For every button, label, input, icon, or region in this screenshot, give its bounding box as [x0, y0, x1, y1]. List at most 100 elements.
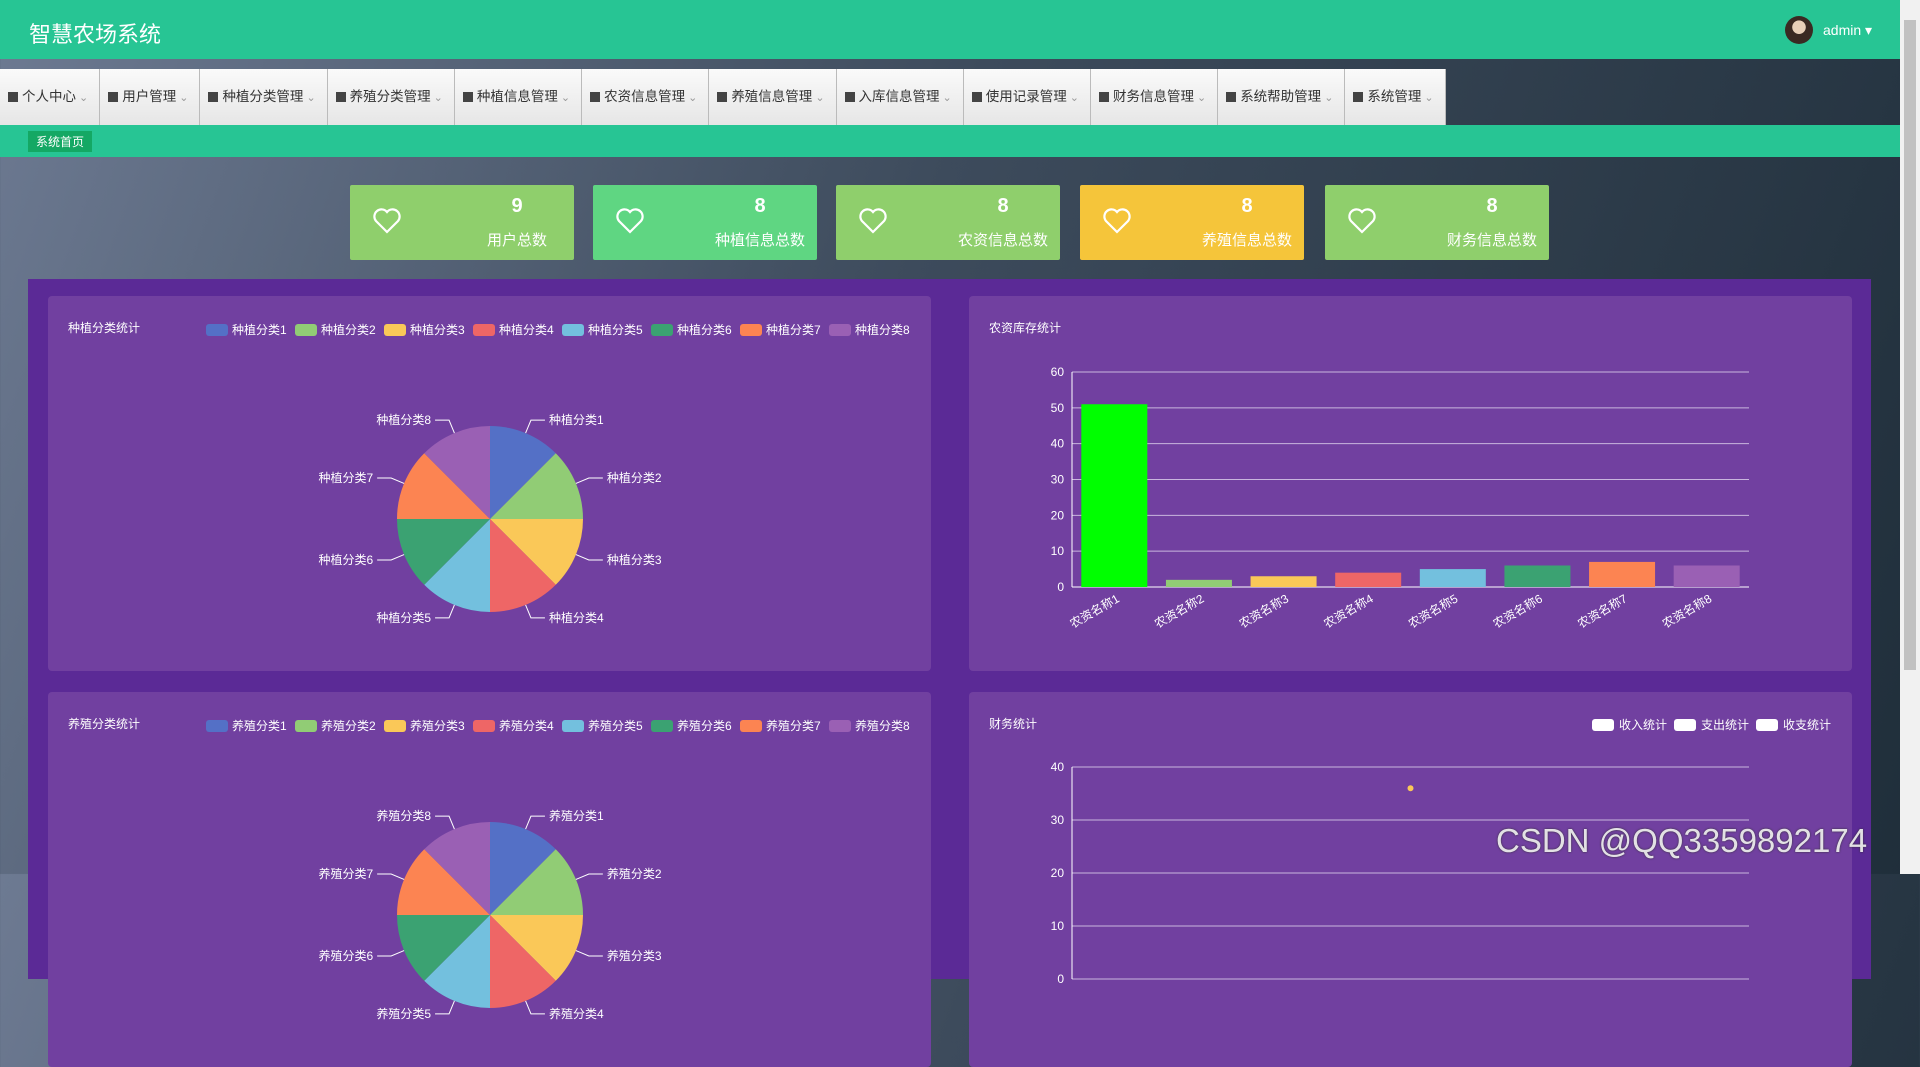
nav-item[interactable]: 用户管理 [100, 69, 201, 125]
nav-item[interactable]: 系统帮助管理 [1218, 69, 1346, 125]
legend-swatch[interactable] [651, 720, 673, 732]
stat-label: 农资信息总数 [957, 232, 1048, 249]
nav-item[interactable]: 农资信息管理 [582, 69, 710, 125]
chart: 农资库存统计 0 10 20 30 40 50 60 农资名称1 农资名称2 农资名称3 农资名称4 农… [989, 320, 1749, 631]
legend-swatch[interactable] [295, 720, 317, 732]
legend-swatch[interactable] [829, 324, 851, 336]
legend-label[interactable]: 支出统计 [1701, 718, 1749, 732]
slice-label: 种植分类6 [318, 552, 373, 567]
stat-card[interactable]: 8 农资信息总数 [836, 185, 1060, 260]
y-tick-label: 20 [1051, 866, 1065, 880]
y-tick-label: 0 [1057, 972, 1064, 986]
stat-label: 种植信息总数 [714, 232, 805, 249]
legend-swatch[interactable] [384, 720, 406, 732]
stat-card[interactable]: 8 财务信息总数 [1325, 185, 1549, 260]
legend-label[interactable]: 养殖分类5 [588, 718, 643, 733]
nav-bar: 个人中心用户管理种植分类管理养殖分类管理种植信息管理农资信息管理养殖信息管理入库… [0, 69, 1446, 125]
legend-label[interactable]: 养殖分类7 [766, 718, 821, 733]
legend-swatch[interactable] [562, 324, 584, 336]
legend-label[interactable]: 养殖分类8 [855, 718, 910, 733]
x-tick-label: 农资名称5 [1405, 590, 1460, 630]
y-tick-label: 0 [1057, 580, 1064, 594]
legend-swatch[interactable] [473, 720, 495, 732]
x-tick-label: 农资名称6 [1490, 590, 1545, 630]
stat-card[interactable]: 8 种植信息总数 [593, 185, 817, 260]
chart-title: 农资库存统计 [989, 320, 1061, 335]
point [1407, 785, 1414, 792]
legend-swatch[interactable] [740, 324, 762, 336]
nav-item[interactable]: 养殖分类管理 [327, 69, 455, 125]
nav-item[interactable]: 种植信息管理 [454, 69, 583, 125]
legend-swatch[interactable] [740, 720, 762, 732]
slice-label: 种植分类8 [376, 412, 431, 427]
legend-swatch[interactable] [651, 324, 673, 336]
label-line [525, 815, 545, 830]
label-line [575, 554, 603, 561]
y-tick-label: 30 [1051, 473, 1065, 487]
legend-swatch[interactable] [384, 324, 406, 336]
legend-label[interactable]: 养殖分类1 [232, 718, 287, 733]
scrollbar[interactable] [1900, 0, 1920, 874]
nav-item[interactable]: 财务信息管理 [1090, 69, 1219, 125]
legend-swatch[interactable] [1674, 719, 1696, 731]
legend-label[interactable]: 种植分类2 [321, 322, 376, 337]
legend-label[interactable]: 养殖分类3 [410, 718, 465, 733]
tab-strip: 系统首页 [0, 125, 1900, 157]
legend-swatch[interactable] [206, 720, 228, 732]
legend-label[interactable]: 养殖分类2 [321, 718, 376, 733]
stat-card[interactable]: 8 养殖信息总数 [1080, 185, 1304, 260]
legend-label[interactable]: 收入统计 [1619, 718, 1667, 732]
slice-label: 种植分类2 [607, 470, 662, 485]
legend-label[interactable]: 种植分类6 [677, 322, 732, 337]
legend-label[interactable]: 种植分类7 [766, 322, 821, 337]
pie-slice [490, 426, 556, 519]
legend-label[interactable]: 收支统计 [1783, 718, 1831, 732]
user-menu[interactable]: admin [1823, 22, 1872, 39]
legend-swatch[interactable] [1592, 719, 1614, 731]
y-tick-label: 30 [1051, 813, 1065, 827]
stat-card[interactable]: 9 用户总数 [350, 185, 574, 260]
nav-item[interactable]: 入库信息管理 [836, 69, 964, 125]
y-tick-label: 20 [1051, 508, 1065, 522]
legend-swatch[interactable] [295, 324, 317, 336]
slice-label: 养殖分类3 [607, 948, 662, 963]
app-title: 智慧农场系统 [29, 22, 162, 47]
y-tick-label: 60 [1051, 365, 1065, 379]
x-tick-label: 农资名称2 [1152, 590, 1207, 630]
legend-label[interactable]: 养殖分类4 [499, 718, 554, 733]
tab[interactable]: 系统首页 [28, 131, 93, 152]
slice-label: 种植分类5 [376, 610, 431, 625]
avatar[interactable] [1785, 16, 1813, 44]
stat-value: 8 [1486, 195, 1498, 217]
nav-item[interactable]: 个人中心 [0, 69, 101, 125]
nav-item[interactable]: 系统管理 [1345, 69, 1446, 125]
legend-swatch[interactable] [562, 720, 584, 732]
legend-label[interactable]: 种植分类5 [588, 322, 643, 337]
bar [1335, 572, 1402, 587]
legend-swatch[interactable] [206, 324, 228, 336]
legend-swatch[interactable] [473, 324, 495, 336]
y-tick-label: 40 [1051, 437, 1065, 451]
legend-label[interactable]: 种植分类3 [410, 322, 465, 337]
x-tick-label: 农资名称8 [1659, 590, 1714, 630]
label-line [525, 419, 545, 434]
header: 智慧农场系统 admin [0, 0, 1920, 59]
pie-slice [490, 519, 583, 585]
legend-swatch[interactable] [1756, 719, 1778, 731]
bar [1165, 579, 1232, 587]
legend-label[interactable]: 种植分类8 [855, 322, 910, 337]
heart-icon [1103, 208, 1131, 234]
legend-swatch[interactable] [829, 720, 851, 732]
nav-item[interactable]: 种植分类管理 [200, 69, 328, 125]
nav-item[interactable]: 使用记录管理 [963, 69, 1091, 125]
nav-item[interactable]: 养殖信息管理 [709, 69, 837, 125]
chart-title: 财务统计 [989, 716, 1037, 731]
legend-label[interactable]: 种植分类4 [499, 322, 554, 337]
legend-label[interactable]: 养殖分类6 [677, 718, 732, 733]
x-tick-label: 农资名称7 [1575, 590, 1630, 630]
label-line [377, 873, 405, 880]
legend-label[interactable]: 种植分类1 [232, 322, 287, 337]
slice-label: 种植分类7 [318, 470, 373, 485]
scroll-thumb[interactable] [1904, 20, 1916, 670]
slice-label: 种植分类3 [607, 552, 662, 567]
